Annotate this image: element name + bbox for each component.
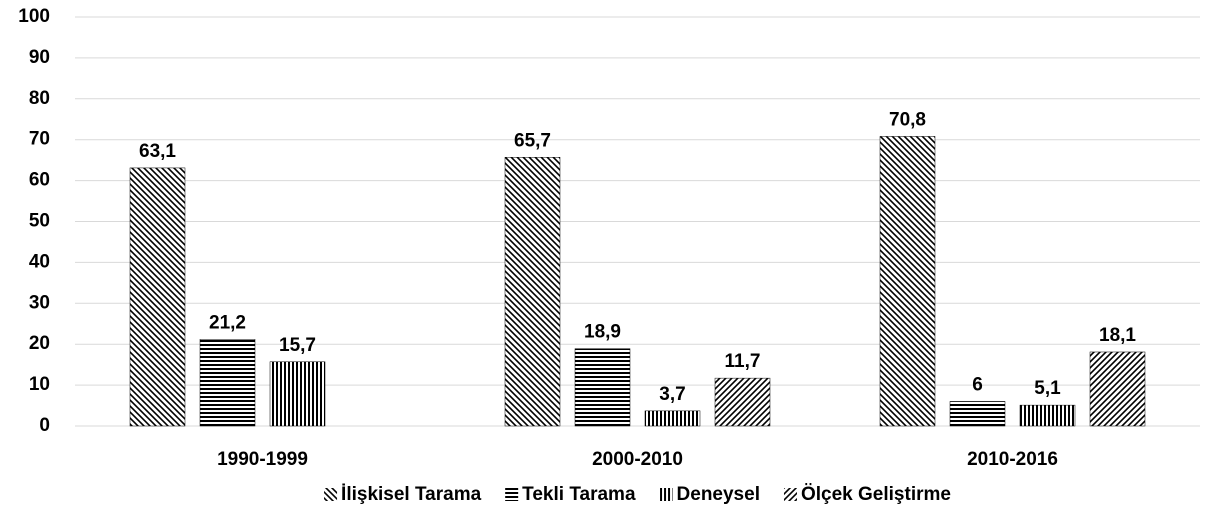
legend-label: Ölçek Geliştirme: [801, 484, 951, 505]
legend-swatch: [505, 488, 519, 501]
value-label: 5,1: [1034, 378, 1061, 399]
y-tick-label: 60: [29, 170, 50, 191]
y-tick-label: 70: [29, 129, 50, 150]
x-tick-label: 1990-1999: [217, 449, 308, 470]
value-label: 11,7: [725, 351, 761, 372]
bar: [504, 157, 561, 427]
bar: [574, 348, 631, 427]
value-label: 18,1: [1099, 325, 1136, 346]
value-label: 3,7: [659, 384, 685, 405]
value-label: 21,2: [209, 312, 246, 333]
legend: İlişkisel Tarama Tekli Tarama Deneysel Ölçe…: [324, 484, 951, 505]
y-tick-label: 40: [29, 251, 50, 272]
bar: [879, 136, 936, 427]
value-label: 6: [972, 374, 983, 395]
bar: [199, 339, 256, 427]
y-tick-label: 90: [29, 47, 50, 68]
bar: [269, 361, 326, 427]
legend-label: Tekli Tarama: [522, 484, 636, 505]
y-tick-label: 50: [29, 211, 50, 232]
value-label: 70,8: [889, 109, 926, 130]
legend-label: Deneysel: [677, 484, 760, 505]
bar: [714, 377, 771, 427]
bar: [644, 410, 701, 427]
y-tick-label: 30: [29, 292, 50, 313]
value-label: 63,1: [139, 141, 176, 162]
y-tick-label: 20: [29, 333, 50, 354]
value-label: 65,7: [514, 130, 551, 151]
legend-swatch: [324, 488, 338, 501]
value-label: 18,9: [584, 322, 621, 343]
y-tick-label: 100: [18, 6, 50, 27]
bar: [1089, 351, 1146, 427]
legend-label: İlişkisel Tarama: [341, 484, 482, 505]
legend-swatch: [659, 488, 673, 501]
value-label: 15,7: [279, 335, 316, 356]
bar: [949, 401, 1006, 427]
bar: [1019, 404, 1076, 427]
y-tick-label: 10: [29, 374, 50, 395]
y-tick-label: 80: [29, 88, 50, 109]
y-tick-label: 0: [39, 415, 50, 436]
x-tick-label: 2010-2016: [967, 449, 1058, 470]
bar: [129, 167, 186, 427]
x-tick-label: 2000-2010: [592, 449, 683, 470]
legend-swatch: [783, 488, 797, 501]
